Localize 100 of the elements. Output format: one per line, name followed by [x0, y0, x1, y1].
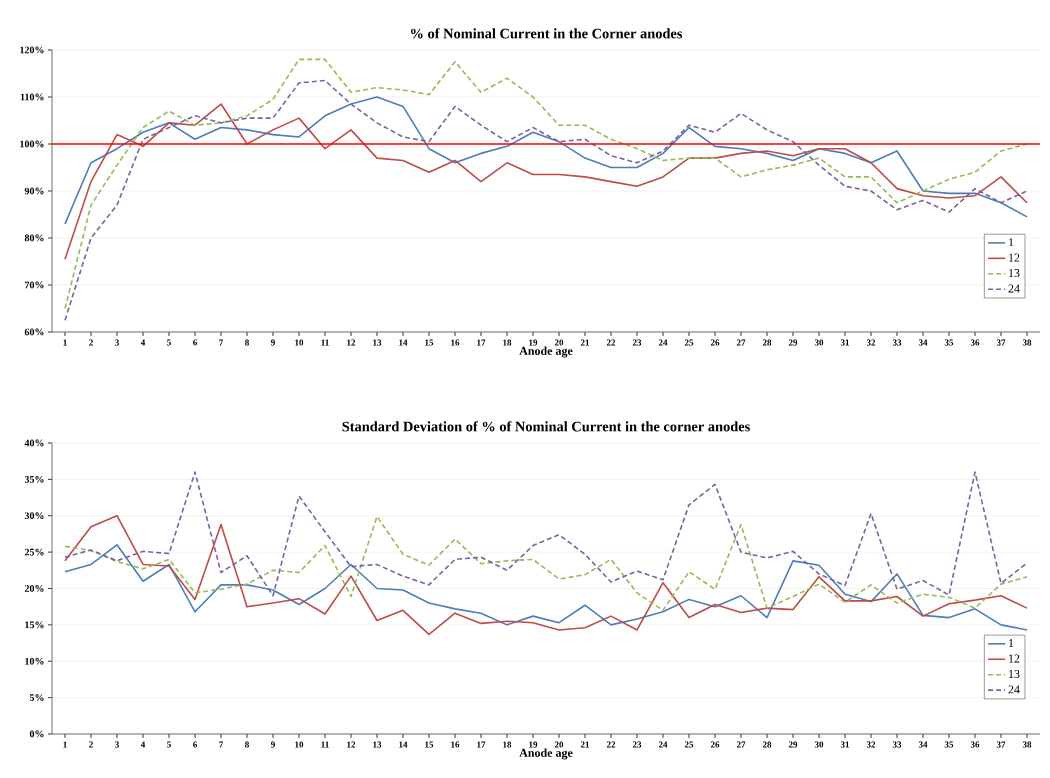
- x-tick-label: 9: [271, 339, 275, 346]
- y-tick-label: 110%: [20, 93, 44, 101]
- x-tick-label: 23: [632, 741, 642, 748]
- x-tick-label: 38: [1022, 339, 1032, 346]
- x-tick-label: 4: [140, 339, 146, 346]
- x-tick-label: 24: [658, 741, 668, 748]
- x-tick-label: 27: [736, 741, 746, 748]
- line-series: [64, 514, 1028, 636]
- x-tick-label: 19: [529, 339, 538, 346]
- y-tick-label: 90%: [24, 187, 44, 195]
- y-tick-label: 30%: [24, 512, 44, 520]
- x-tick-label: 32: [866, 741, 876, 748]
- x-tick-label: 5: [167, 741, 171, 748]
- y-tick-label: 25%: [24, 548, 44, 556]
- x-tick-label: 1: [63, 741, 67, 748]
- y-tick-label: 60%: [24, 328, 44, 336]
- x-tick-label: 30: [814, 741, 824, 748]
- line-series: [64, 544, 1028, 631]
- y-tick-label: 100%: [20, 140, 44, 148]
- y-tick-label: 10%: [25, 657, 44, 665]
- x-tick-label: 11: [321, 741, 329, 748]
- x-tick-label: 26: [710, 741, 720, 748]
- x-tick-label: 11: [321, 339, 329, 346]
- y-tick-label: 35%: [24, 475, 44, 483]
- line-series: [64, 103, 1028, 260]
- x-tick-label: 20: [554, 741, 564, 748]
- x-tick-label: 3: [115, 741, 119, 748]
- x-tick-label: 8: [245, 339, 249, 346]
- x-tick-label: 20: [554, 339, 564, 346]
- x-tick-label: 18: [503, 339, 512, 346]
- x-tick-label: 3: [115, 339, 119, 346]
- y-tick-label: 40%: [24, 439, 44, 447]
- x-tick-label: 17: [477, 741, 486, 748]
- x-tick-label: 28: [762, 339, 772, 346]
- y-tick-label: 80%: [24, 234, 44, 242]
- x-tick-label: 33: [892, 741, 902, 748]
- y-tick-label: 0%: [29, 730, 44, 738]
- x-tick-label: 21: [580, 339, 590, 346]
- x-tick-label: 4: [140, 741, 146, 748]
- chart-title: % of Nominal Current in the Corner anodes: [411, 28, 683, 39]
- line-series: [64, 471, 1028, 597]
- x-tick-label: 31: [840, 741, 850, 748]
- x-tick-label: 24: [658, 339, 668, 346]
- x-tick-label: 15: [425, 741, 434, 748]
- x-tick-label: 13: [373, 339, 382, 346]
- legend-label: 13: [1009, 269, 1020, 278]
- x-tick-label: 35: [944, 339, 954, 346]
- x-tick-label: 18: [503, 741, 512, 748]
- legend-label: 24: [1008, 284, 1020, 293]
- x-tick-label: 13: [373, 741, 382, 748]
- line-series: [64, 96, 1028, 225]
- x-tick-label: 28: [762, 741, 772, 748]
- x-tick-label: 26: [710, 339, 720, 346]
- x-tick-label: 29: [788, 339, 798, 346]
- x-tick-label: 5: [167, 339, 171, 346]
- x-tick-label: 12: [347, 339, 356, 346]
- x-axis-title: Anode age: [519, 748, 573, 760]
- legend-label: 12: [1009, 253, 1020, 262]
- x-tick-label: 7: [219, 741, 224, 748]
- x-tick-label: 38: [1022, 741, 1032, 748]
- x-tick-label: 34: [918, 741, 928, 748]
- x-tick-label: 10: [295, 339, 304, 346]
- x-tick-label: 17: [477, 339, 486, 346]
- x-tick-label: 37: [996, 339, 1006, 346]
- x-tick-label: 9: [271, 741, 275, 748]
- x-tick-label: 14: [399, 339, 408, 346]
- x-tick-label: 31: [840, 339, 850, 346]
- x-tick-label: 14: [399, 741, 408, 748]
- legend-label: 24: [1008, 685, 1020, 694]
- x-tick-label: 33: [892, 339, 902, 346]
- x-tick-label: 30: [814, 339, 824, 346]
- x-tick-label: 36: [970, 741, 980, 748]
- line-series: [64, 515, 1028, 612]
- x-tick-label: 35: [944, 741, 954, 748]
- legend-label: 13: [1009, 669, 1020, 679]
- legend-label: 1: [1009, 639, 1014, 648]
- legend-label: 1: [1009, 238, 1014, 247]
- x-tick-label: 2: [89, 741, 93, 748]
- x-tick-label: 36: [970, 339, 980, 346]
- x-tick-label: 25: [684, 339, 694, 346]
- x-tick-label: 6: [193, 339, 197, 346]
- x-tick-label: 25: [684, 741, 694, 748]
- chart-title: Standard Deviation of % of Nominal Current in the corner anodes: [342, 421, 750, 432]
- x-tick-label: 6: [193, 741, 197, 748]
- x-tick-label: 10: [295, 741, 304, 748]
- y-tick-label: 120%: [20, 46, 44, 54]
- x-tick-label: 32: [866, 339, 876, 346]
- x-tick-label: 1: [63, 339, 67, 346]
- x-tick-label: 16: [451, 741, 460, 748]
- x-tick-label: 29: [788, 741, 798, 748]
- x-tick-label: 16: [451, 339, 460, 346]
- x-tick-label: 7: [219, 339, 224, 346]
- x-tick-label: 23: [632, 339, 642, 346]
- y-tick-label: 20%: [24, 585, 44, 592]
- y-tick-label: 5%: [29, 694, 44, 701]
- x-tick-label: 22: [606, 339, 616, 346]
- legend-label: 12: [1009, 654, 1020, 663]
- x-tick-label: 19: [529, 741, 538, 748]
- x-tick-label: 34: [918, 339, 928, 346]
- x-tick-label: 12: [347, 741, 356, 748]
